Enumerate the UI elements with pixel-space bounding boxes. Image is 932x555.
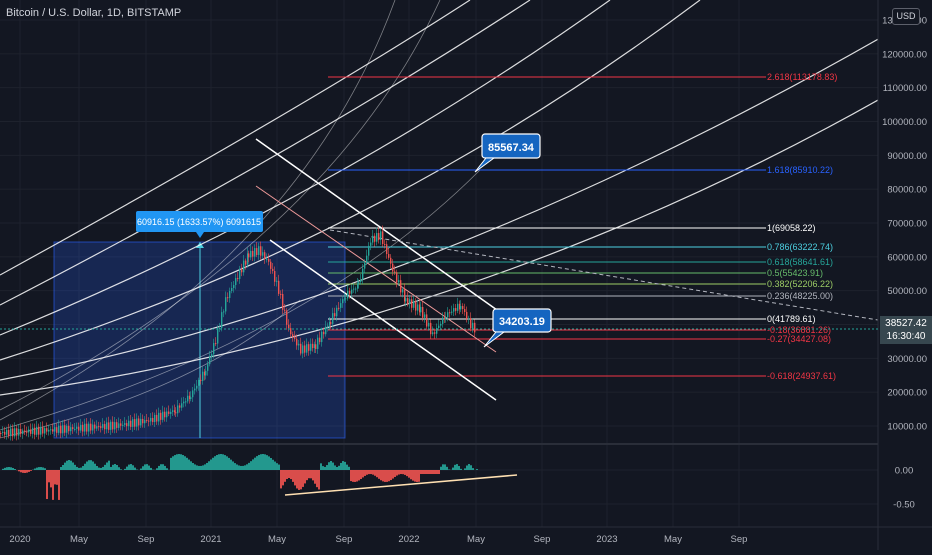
measure-label: 60916.15 (1633.57%) 6091615	[137, 217, 261, 227]
time-axis-label: 2020	[9, 534, 30, 545]
fib-level-label: 0.618(58641.61)	[767, 257, 833, 267]
fib-level-label: 0.236(48225.00)	[767, 291, 833, 301]
price-tick-label: 60000.00	[887, 252, 927, 263]
time-axis-label: May	[467, 534, 485, 545]
price-tick-label: 80000.00	[887, 185, 927, 196]
fib-level-label: 0.5(55423.91)	[767, 268, 823, 278]
price-tick-label: 90000.00	[887, 151, 927, 162]
symbol-title[interactable]: Bitcoin / U.S. Dollar, 1D, BITSTAMP	[6, 7, 181, 19]
indicator-tick-label: -0.50	[893, 500, 915, 511]
time-axis-label: May	[268, 534, 286, 545]
fib-level-label: 0(41789.61)	[767, 314, 816, 324]
fib-level-label: 0.382(52206.22)	[767, 279, 833, 289]
time-axis-label: 2022	[398, 534, 419, 545]
time-axis-label: Sep	[534, 534, 551, 545]
fib-level-label: 2.618(113178.83)	[767, 72, 837, 82]
time-axis-label: May	[664, 534, 682, 545]
time-axis-label: Sep	[731, 534, 748, 545]
time-axis-label: Sep	[336, 534, 353, 545]
time-axis-label: Sep	[138, 534, 155, 545]
fib-level-label: -0.27(34427.08)	[767, 334, 831, 344]
price-tick-label: 100000.00	[882, 117, 927, 128]
price-tick-label: 20000.00	[887, 388, 927, 399]
time-axis-label: May	[70, 534, 88, 545]
callout-bottom-label: 34203.19	[499, 316, 545, 328]
time-axis-label: 2021	[200, 534, 221, 545]
time-axis-label: 2023	[596, 534, 617, 545]
last-price-value: 38527.42	[880, 317, 932, 330]
price-tick-label: 30000.00	[887, 354, 927, 365]
fib-level-label: 0.786(63222.74)	[767, 242, 833, 252]
fib-level-label: 1.618(85910.22)	[767, 165, 833, 175]
price-tick-label: 120000.00	[882, 49, 927, 60]
fib-level-label: -0.618(24937.61)	[767, 371, 836, 381]
indicator-tick-label: 0.00	[895, 466, 914, 477]
price-tick-label: 50000.00	[887, 286, 927, 297]
last-price-tag: 38527.42 16:30:40	[880, 316, 932, 344]
fib-level-label: 1(69058.22)	[767, 223, 816, 233]
price-tick-label: 110000.00	[883, 83, 927, 94]
price-tick-label: 70000.00	[887, 219, 927, 230]
bar-countdown: 16:30:40	[880, 330, 932, 343]
currency-button[interactable]: USD	[892, 8, 920, 25]
price-tick-label: 10000.00	[887, 422, 927, 433]
callout-top-label: 85567.34	[488, 142, 535, 154]
